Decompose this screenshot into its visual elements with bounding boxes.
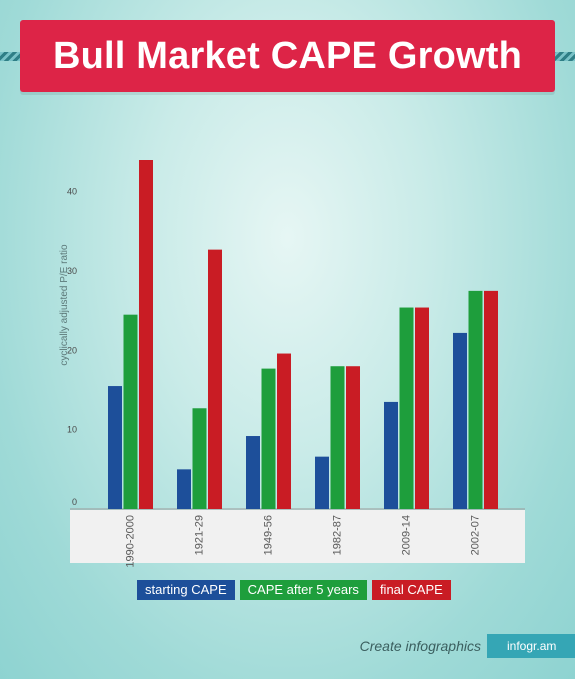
footer: Create infographics infogr.am	[360, 634, 575, 658]
footer-text: Create infographics	[359, 638, 481, 654]
x-tick-label: 1949-56	[263, 515, 275, 555]
bar-final	[484, 290, 498, 509]
bar-starting	[315, 456, 329, 509]
bar-after-5-years	[399, 307, 414, 509]
bar-after-5-years	[123, 314, 138, 509]
bar-starting	[246, 436, 260, 509]
legend-item-final[interactable]: final CAPE	[371, 580, 451, 600]
bar-final	[346, 366, 360, 509]
legend-item-starting[interactable]: starting CAPE	[137, 580, 235, 600]
rope-left	[0, 52, 32, 61]
y-tick-label: 10	[67, 425, 77, 435]
x-tick-label: 1921-29	[194, 515, 206, 555]
bar-after-5-years	[330, 366, 345, 509]
bar-after-5-years	[261, 368, 276, 509]
bar-starting	[108, 386, 122, 509]
rope-right	[543, 52, 575, 61]
x-tick-label: 1990-2000	[125, 515, 137, 568]
bar-final	[208, 249, 222, 509]
infogram-badge[interactable]: infogr.am	[487, 634, 575, 658]
x-tick-label: 2002-07	[470, 515, 482, 555]
bar-starting	[177, 469, 191, 509]
bar-final	[415, 307, 429, 509]
y-tick-label: 0	[72, 497, 77, 507]
x-tick-label: 2009-14	[401, 515, 413, 555]
x-axis-band	[70, 510, 525, 563]
y-tick-label: 30	[67, 266, 77, 276]
bar-starting	[384, 401, 398, 509]
bar-final	[277, 353, 291, 509]
x-tick-label: 1982-87	[332, 515, 344, 555]
bar-starting	[453, 332, 467, 509]
bar-after-5-years	[468, 290, 483, 509]
y-tick-label: 20	[67, 345, 77, 355]
y-axis-label: cyclically adjusted P/E ratio	[59, 244, 70, 366]
y-tick-label: 40	[67, 187, 77, 197]
bar-final	[139, 160, 153, 509]
bar-after-5-years	[192, 408, 207, 509]
legend-item-after-5-years[interactable]: CAPE after 5 years	[239, 580, 367, 600]
title-banner: Bull Market CAPE Growth	[20, 20, 555, 92]
chart-title: Bull Market CAPE Growth	[52, 34, 523, 77]
chart-legend: starting CAPE CAPE after 5 years final C…	[137, 580, 451, 600]
